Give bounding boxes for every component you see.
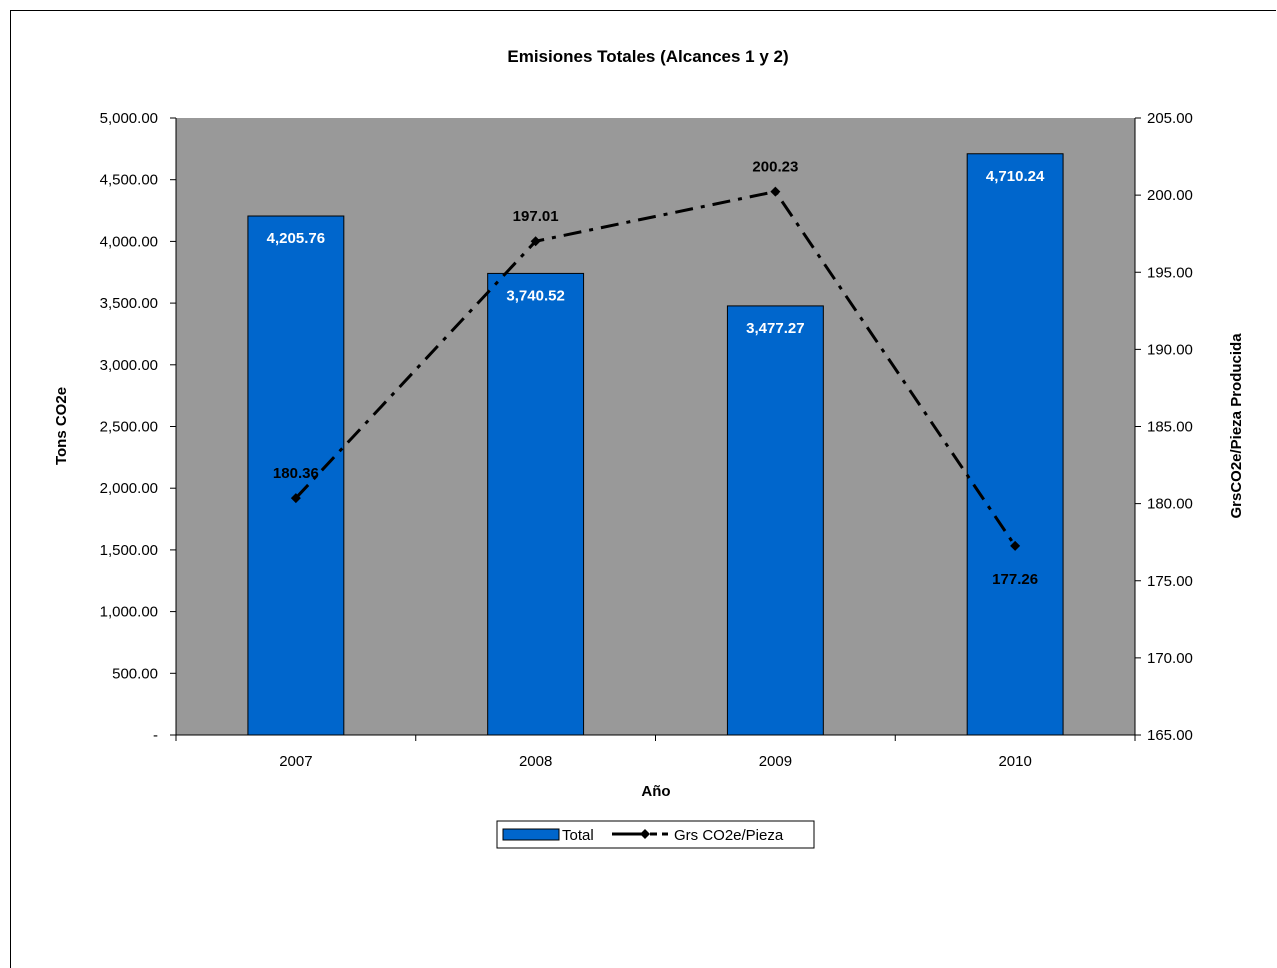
y2-tick-label: 205.00 bbox=[1147, 110, 1193, 127]
chart-frame bbox=[10, 10, 1276, 968]
bar-data-labels: 4,205.76 3,740.52 3,477.27 4,710.24 bbox=[267, 168, 1045, 337]
line-data-label: 200.23 bbox=[752, 159, 798, 176]
bar bbox=[726, 305, 824, 736]
line-path bbox=[294, 189, 1017, 547]
legend-bar-swatch bbox=[502, 828, 560, 841]
line-data-label: 180.36 bbox=[273, 465, 319, 482]
bar-data-label: 3,740.52 bbox=[506, 287, 564, 304]
y-tick-label: 3,000.00 bbox=[100, 357, 158, 374]
y-tick-label: 1,500.00 bbox=[100, 542, 158, 559]
line-data-labels: 180.36 197.01 200.23 177.26 bbox=[273, 159, 1038, 588]
x-tick-label: 2008 bbox=[519, 753, 552, 770]
line-series bbox=[290, 186, 1021, 551]
y2-tick-label: 190.00 bbox=[1147, 341, 1193, 358]
legend-line-label: Grs CO2e/Pieza bbox=[674, 827, 784, 844]
y2-tick-label: 200.00 bbox=[1147, 187, 1193, 204]
y2-tick-label: 170.00 bbox=[1147, 650, 1193, 667]
y-axis-label: Tons CO2e bbox=[53, 387, 70, 465]
legend-line-marker bbox=[640, 829, 650, 839]
x-tick-label: 2007 bbox=[279, 753, 312, 770]
y2-tick-label: 185.00 bbox=[1147, 419, 1193, 436]
y2-tick-label: 195.00 bbox=[1147, 264, 1193, 281]
y-tick-label: 500.00 bbox=[112, 665, 158, 682]
y-tick-label: 4,000.00 bbox=[100, 233, 158, 250]
y2-tick-label: 175.00 bbox=[1147, 573, 1193, 590]
chart-title: Emisiones Totales (Alcances 1 y 2) bbox=[507, 47, 788, 66]
y-tick-label: - bbox=[153, 727, 158, 744]
bar-series bbox=[247, 153, 1064, 736]
y2-axis-label: GrsCO2e/Pieza Producida bbox=[1228, 333, 1245, 519]
y-tick-label: 1,000.00 bbox=[100, 604, 158, 621]
x-axis-ticks: 2007 2008 2009 2010 bbox=[175, 735, 1136, 770]
bar-data-label: 3,477.27 bbox=[746, 320, 804, 337]
line-marker bbox=[1010, 540, 1021, 551]
y-tick-label: 3,500.00 bbox=[100, 295, 158, 312]
bar-data-label: 4,710.24 bbox=[986, 168, 1045, 185]
x-axis-label: Año bbox=[641, 783, 670, 800]
y-tick-label: 2,500.00 bbox=[100, 419, 158, 436]
y2-tick-label: 180.00 bbox=[1147, 496, 1193, 513]
line-data-label: 177.26 bbox=[992, 571, 1038, 588]
y-tick-label: 2,000.00 bbox=[100, 480, 158, 497]
line-marker bbox=[290, 493, 301, 504]
y-axis-ticks: - 500.00 1,000.00 1,500.00 2,000.00 2,500.00 3… bbox=[100, 110, 176, 744]
bar bbox=[966, 153, 1064, 736]
bar bbox=[247, 215, 345, 736]
x-tick-label: 2009 bbox=[759, 753, 792, 770]
y-tick-label: 5,000.00 bbox=[100, 110, 158, 127]
y2-axis-ticks: 165.00 170.00 175.00 180.00 185.00 190.00 195.… bbox=[1135, 110, 1193, 744]
y2-tick-label: 165.00 bbox=[1147, 727, 1193, 744]
bar bbox=[487, 272, 585, 736]
line-marker bbox=[770, 186, 781, 197]
y-tick-label: 4,500.00 bbox=[100, 172, 158, 189]
line-data-label: 197.01 bbox=[513, 208, 559, 225]
line-marker bbox=[530, 236, 541, 247]
legend-bar-label: Total bbox=[562, 827, 594, 844]
bar-data-label: 4,205.76 bbox=[267, 230, 325, 247]
x-tick-label: 2010 bbox=[998, 753, 1031, 770]
legend: Total Grs CO2e/Pieza bbox=[496, 820, 815, 849]
